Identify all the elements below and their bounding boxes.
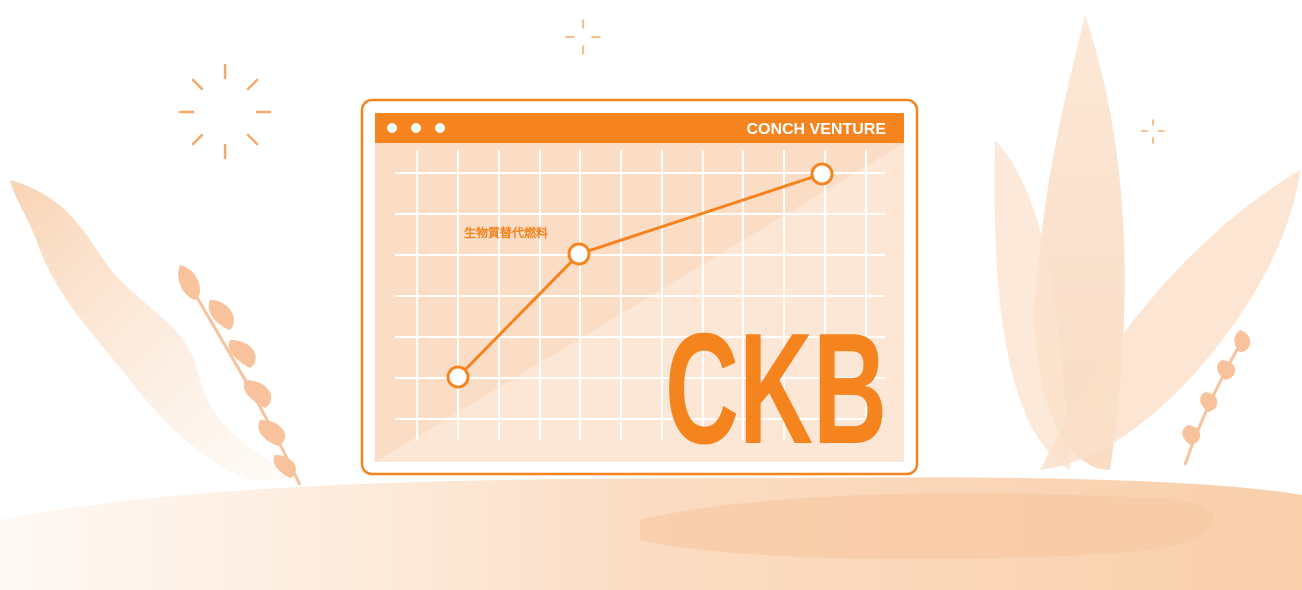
point xyxy=(812,164,832,184)
window-dot xyxy=(411,123,421,133)
illustration: CONCH VENTURE CKB 生物質替代燃料 xyxy=(0,0,1302,590)
brand: CONCH VENTURE xyxy=(746,121,886,138)
leaf xyxy=(10,180,300,480)
window-dot xyxy=(387,123,397,133)
sparkle xyxy=(180,65,270,158)
page: CONCH VENTURE CKB 生物質替代燃料 (() => { const… xyxy=(0,0,1302,590)
point xyxy=(448,367,468,387)
point xyxy=(569,244,589,264)
window-dot xyxy=(435,123,445,133)
chart-label: 生物質替代燃料 xyxy=(464,225,548,240)
watermark: CKB xyxy=(665,301,887,477)
